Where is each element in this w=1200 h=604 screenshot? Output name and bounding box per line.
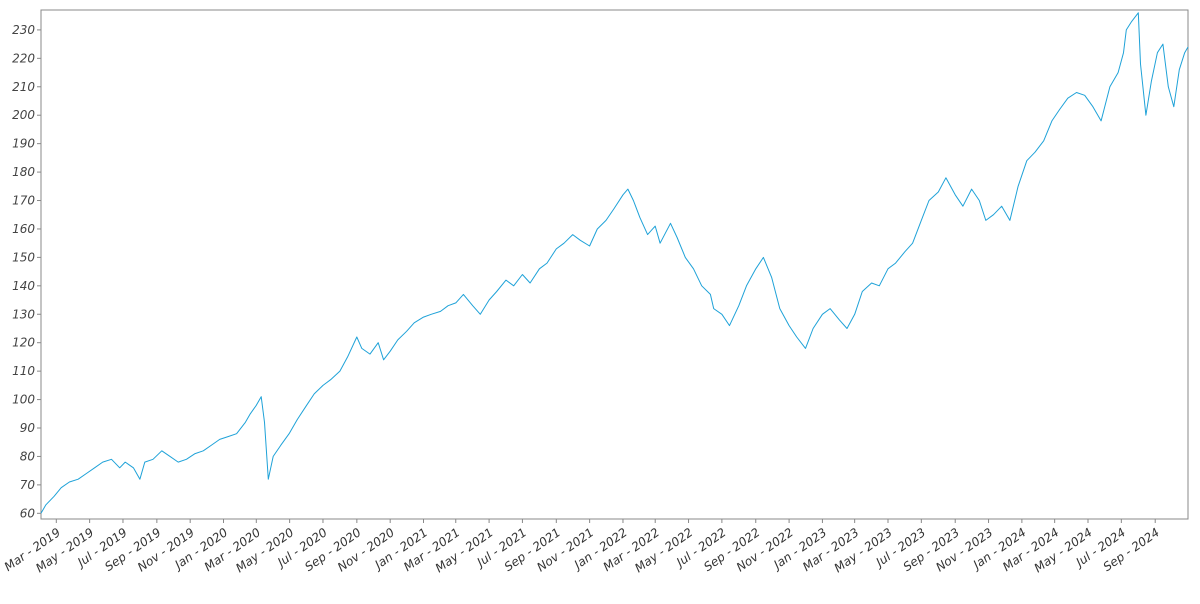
y-tick-label: 80 [20, 449, 36, 463]
y-tick-label: 190 [12, 137, 35, 151]
y-tick-label: 60 [20, 506, 36, 520]
plot-area-frame [40, 9, 1189, 520]
y-tick-label: 220 [12, 51, 35, 65]
y-tick-label: 90 [20, 421, 36, 435]
y-tick-label: 70 [20, 478, 36, 492]
y-axis: 60 70 80 90 100 110 120 130 140 150 160 170 180 190 20… [12, 23, 41, 520]
y-tick-label: 210 [12, 80, 35, 94]
y-tick-label: 120 [12, 336, 35, 350]
y-tick-label: 130 [12, 307, 35, 321]
series-layer [40, 12, 1189, 514]
y-tick-label: 200 [12, 108, 35, 122]
y-tick-label: 170 [12, 194, 35, 208]
y-tick-label: 110 [12, 364, 35, 378]
y-tick-label: 100 [12, 393, 35, 407]
y-tick-label: 230 [12, 23, 35, 37]
y-tick-label: 180 [12, 165, 35, 179]
price-series-line [40, 12, 1189, 514]
y-tick-label: 150 [12, 250, 35, 264]
y-tick-label: 140 [12, 279, 35, 293]
y-tick-label: 160 [12, 222, 35, 236]
